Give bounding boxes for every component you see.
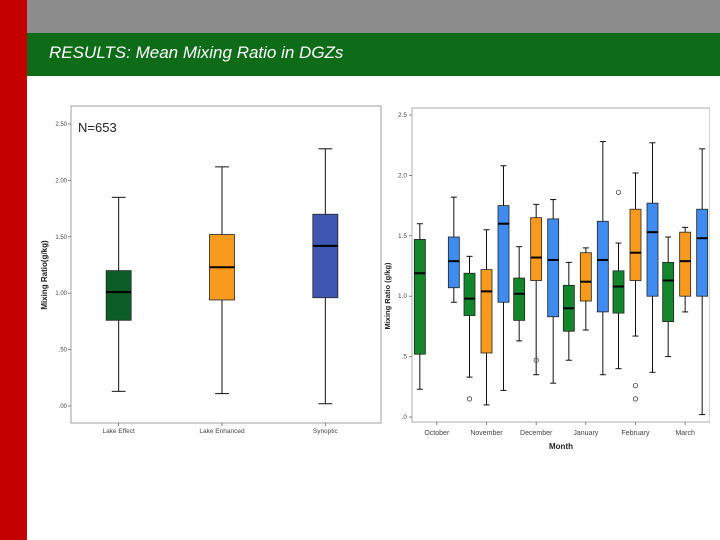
y-tick-label: 2.0 [398, 172, 407, 179]
title-bar: RESULTS: Mean Mixing Ratio in DGZs [27, 33, 720, 76]
month-4-series-1-outlier-0 [632, 382, 639, 389]
y-tick-label: 2.00 [55, 178, 67, 184]
chart-by-month: .0 .5 1.0 1.5 2.0 2.5 Mixing Ratio (g/kg) Octob… [383, 107, 710, 451]
chart-by-storm-type: N=653 .00 .50 1.00 1.50 2.00 2.50 Mixing Ratio(… [40, 105, 382, 435]
x-tick-label: Lake Enhanced [199, 428, 245, 435]
x-tick-label: Lake Effect [102, 428, 135, 435]
box-2-box [312, 213, 339, 299]
x-tick-label: January [573, 430, 598, 437]
slide-title: RESULTS: Mean Mixing Ratio in DGZs [49, 43, 344, 62]
month-0-series-2-box [447, 236, 460, 289]
top-header-bar [27, 0, 720, 33]
month-2-series-2-box [547, 218, 560, 318]
sample-size-annotation: N=653 [78, 120, 117, 135]
month-3-series-1-box [579, 252, 592, 302]
month-4-series-1-box [629, 208, 642, 281]
y-tick-label: .0 [402, 414, 408, 421]
x-tick-label: February [621, 430, 650, 437]
x-tick-label: November [470, 430, 503, 437]
y-tick-label: .00 [59, 404, 68, 410]
y-tick-label: .5 [402, 354, 408, 361]
month-4-series-0-outlier-0 [615, 189, 622, 195]
month-1-series-2-box [497, 205, 510, 303]
x-axis-label: Month [549, 442, 573, 451]
month-4-series-2-box [646, 202, 659, 297]
month-0-series-0-box [413, 239, 426, 355]
y-tick-label: 1.0 [398, 293, 407, 300]
month-4-series-0-box [612, 270, 625, 314]
y-tick-label: 1.50 [55, 235, 67, 241]
month-1-series-0-outlier-0 [466, 396, 473, 402]
box-0-box [105, 270, 132, 321]
y-tick-label: 2.50 [55, 122, 67, 128]
x-tick-label: Synoptic [313, 428, 339, 435]
month-4-series-1-outlier-1 [632, 396, 639, 402]
month-2-series-1-box [530, 217, 543, 281]
month-2-series-0-box [513, 277, 526, 321]
month-5-series-0-box [662, 261, 675, 322]
y-tick-label: 1.00 [55, 291, 67, 297]
plot-area [411, 107, 710, 423]
y-tick-label: .50 [59, 348, 68, 354]
left-accent-bar [0, 0, 27, 540]
month-3-series-2-box [596, 220, 609, 313]
month-5-series-1-box [679, 231, 692, 297]
month-1-series-0-box [463, 272, 476, 316]
y-axis-label: Mixing Ratio(g/kg) [40, 240, 49, 310]
y-tick-label: 2.5 [398, 112, 407, 119]
x-tick-label: March [675, 430, 695, 437]
month-1-series-1-box [480, 269, 493, 354]
y-tick-label: 1.5 [398, 233, 407, 240]
month-2-series-1-outlier-0 [533, 357, 539, 363]
x-tick-label: October [424, 430, 450, 437]
y-axis-label: Mixing Ratio (g/kg) [383, 262, 392, 330]
x-tick-label: December [520, 430, 553, 437]
month-5-series-2-box [696, 208, 709, 297]
